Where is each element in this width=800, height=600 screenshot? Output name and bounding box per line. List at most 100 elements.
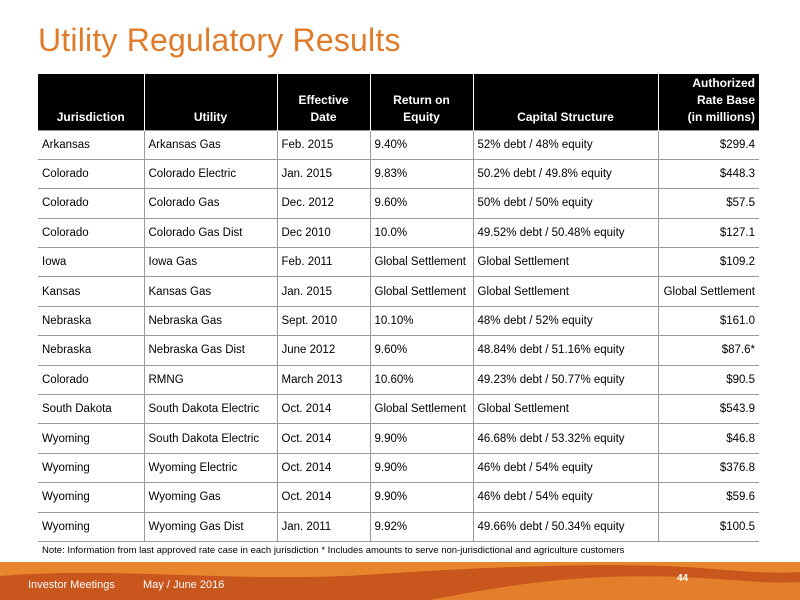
column-header: Utility (144, 74, 278, 130)
table-cell: Colorado (38, 218, 145, 249)
table-row: Nebraska Nebraska Gas Sept. 2010 10.10% 48% … (38, 306, 759, 337)
footer-event: Investor Meetings (28, 579, 115, 591)
table-cell: RMNG (144, 365, 278, 396)
table-cell: Global Settlement (370, 394, 474, 425)
table-cell: $57.5 (658, 188, 759, 219)
table-cell: Jan. 2015 (277, 159, 371, 190)
table-cell: Feb. 2011 (277, 247, 371, 278)
table-cell: Sept. 2010 (277, 306, 371, 337)
table-cell: Oct. 2014 (277, 482, 371, 513)
table-cell: Nebraska Gas Dist (144, 335, 278, 366)
table-cell: Oct. 2014 (277, 423, 371, 454)
footer-bar: Investor Meetings May / June 2016 44 (0, 562, 800, 600)
table-cell: Jan. 2011 (277, 512, 371, 542)
table-cell: Kansas (38, 276, 145, 307)
table-cell: Colorado Gas Dist (144, 218, 278, 249)
table-row: Iowa Iowa Gas Feb. 2011 Global Settlement Gl… (38, 247, 759, 278)
table-cell: 9.92% (370, 512, 474, 542)
table-cell: South Dakota (38, 394, 145, 425)
column-header-line: Equity (403, 109, 440, 124)
table-row: Kansas Kansas Gas Jan. 2015 Global Settleme… (38, 276, 759, 307)
table-cell: $100.5 (658, 512, 759, 542)
table-cell: $448.3 (658, 159, 759, 190)
table-row: South Dakota South Dakota Electric Oct. 20… (38, 394, 759, 425)
table-cell: Colorado Gas (144, 188, 278, 219)
table-cell: Nebraska (38, 335, 145, 366)
table-cell: Wyoming Electric (144, 453, 278, 484)
table-cell: Arkansas (38, 129, 145, 160)
column-header-line: Effective (298, 92, 349, 107)
regulatory-results-table: Jurisdiction Utility Effective Date Return o… (38, 74, 759, 542)
table-cell: $46.8 (658, 423, 759, 454)
table-body: Arkansas Arkansas Gas Feb. 2015 9.40% 52% de… (38, 129, 759, 542)
page-title: Utility Regulatory Results (38, 22, 401, 58)
footer-wave-graphic (0, 562, 800, 600)
column-header: Capital Structure (473, 74, 659, 130)
table-cell: Dec. 2012 (277, 188, 371, 219)
table-cell: Feb. 2015 (277, 129, 371, 160)
table-cell: $59.6 (658, 482, 759, 513)
table-cell: 9.90% (370, 482, 474, 513)
table-cell: Wyoming Gas (144, 482, 278, 513)
table-cell: Colorado (38, 188, 145, 219)
column-header-line: Date (310, 109, 337, 124)
column-header: Return on Equity (370, 74, 474, 130)
table-cell: $543.9 (658, 394, 759, 425)
table-cell: South Dakota Electric (144, 423, 278, 454)
table-row: Wyoming Wyoming Gas Dist Jan. 2011 9.92% 49.… (38, 512, 759, 542)
column-header: Jurisdiction (38, 74, 145, 130)
table-cell: Dec 2010 (277, 218, 371, 249)
column-header-line: Capital Structure (517, 109, 614, 124)
table-cell: Nebraska Gas (144, 306, 278, 337)
table-row: Colorado Colorado Gas Dist Dec 2010 10.0% 49… (38, 218, 759, 249)
table-row: Wyoming Wyoming Gas Oct. 2014 9.90% 46% debt… (38, 482, 759, 513)
table-cell: 9.40% (370, 129, 474, 160)
table-cell: 49.52% debt / 50.48% equity (473, 218, 659, 249)
column-header: Effective Date (277, 74, 371, 130)
column-header-line: Utility (193, 109, 228, 124)
table-cell: 48% debt / 52% equity (473, 306, 659, 337)
table-cell: Global Settlement (473, 394, 659, 425)
table-cell: Global Settlement (370, 276, 474, 307)
table-cell: 10.10% (370, 306, 474, 337)
table-row: Nebraska Nebraska Gas Dist June 2012 9.60% 4… (38, 335, 759, 366)
table-row: Arkansas Arkansas Gas Feb. 2015 9.40% 52% de… (38, 129, 759, 160)
table-cell: $299.4 (658, 129, 759, 160)
table-cell: 9.90% (370, 453, 474, 484)
column-header-line: Return on (393, 92, 450, 107)
column-header-line: (in millions) (687, 109, 755, 124)
table-cell: 50% debt / 50% equity (473, 188, 659, 219)
table-cell: 46% debt / 54% equity (473, 482, 659, 513)
table-cell: March 2013 (277, 365, 371, 396)
table-cell: 49.66% debt / 50.34% equity (473, 512, 659, 542)
table-cell: Arkansas Gas (144, 129, 278, 160)
table-cell: Global Settlement (473, 276, 659, 307)
table-cell: $161.0 (658, 306, 759, 337)
table-cell: 10.60% (370, 365, 474, 396)
table-cell: Wyoming (38, 423, 145, 454)
table-cell: Colorado (38, 159, 145, 190)
table-cell: Kansas Gas (144, 276, 278, 307)
table-cell: 49.23% debt / 50.77% equity (473, 365, 659, 396)
table-cell: 50.2% debt / 49.8% equity (473, 159, 659, 190)
table-header-row: Jurisdiction Utility Effective Date Return o… (38, 74, 759, 130)
table-row: Colorado Colorado Electric Jan. 2015 9.83% 5… (38, 159, 759, 190)
footer-date: May / June 2016 (143, 579, 225, 591)
table-cell: Wyoming (38, 512, 145, 542)
table-cell: $90.5 (658, 365, 759, 396)
table-cell: Oct. 2014 (277, 453, 371, 484)
footnote: Note: Information from last approved rat… (42, 545, 625, 556)
table-cell: Global Settlement (370, 247, 474, 278)
table-cell: 46.68% debt / 53.32% equity (473, 423, 659, 454)
table-cell: Wyoming (38, 453, 145, 484)
table-cell: $376.8 (658, 453, 759, 484)
table-cell: Colorado Electric (144, 159, 278, 190)
table-cell: Global Settlement (658, 276, 759, 307)
table-cell: Global Settlement (473, 247, 659, 278)
column-header-line: Jurisdiction (56, 109, 125, 124)
table-cell: Oct. 2014 (277, 394, 371, 425)
table-row: Wyoming South Dakota Electric Oct. 2014 9.9… (38, 423, 759, 454)
table-cell: 10.0% (370, 218, 474, 249)
table-cell: Wyoming (38, 482, 145, 513)
table-cell: 9.90% (370, 423, 474, 454)
